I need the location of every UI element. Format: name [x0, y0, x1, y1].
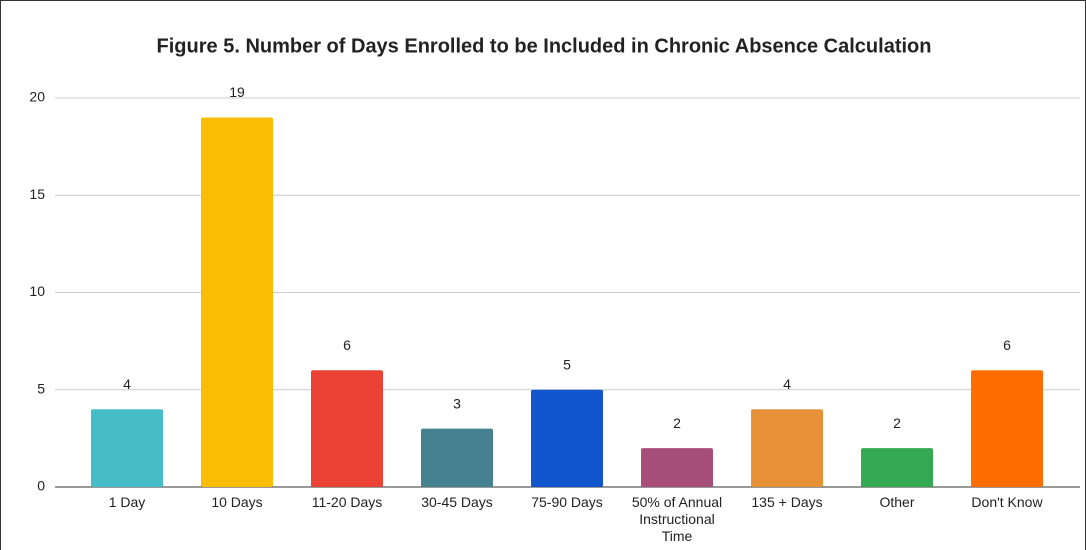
data-label: 19: [229, 84, 245, 100]
bar: [201, 117, 273, 487]
bar: [311, 370, 383, 487]
x-tick-label: 10 Days: [211, 494, 263, 510]
y-tick-label: 5: [37, 380, 45, 396]
x-tick-label: 75-90 Days: [531, 494, 603, 510]
bar: [971, 370, 1043, 487]
y-tick-label: 10: [29, 283, 45, 299]
data-label: 3: [453, 395, 461, 411]
bar: [531, 389, 603, 487]
chart-title: Figure 5. Number of Days Enrolled to be …: [157, 35, 932, 57]
x-tick-label: 50% of Annual Instructional Time: [631, 494, 723, 544]
x-tick-label: 30-45 Days: [421, 494, 493, 510]
x-tick-label: Other: [879, 494, 915, 510]
data-label: 4: [123, 376, 131, 392]
y-tick-label: 20: [29, 89, 45, 105]
y-tick-label: 0: [37, 478, 45, 494]
data-label: 4: [783, 376, 791, 392]
x-tick-label: 11-20 Days: [311, 494, 383, 510]
x-tick-label: 1 Day: [108, 494, 146, 510]
bar: [91, 409, 163, 487]
data-label: 6: [1003, 337, 1011, 353]
data-label: 6: [343, 337, 351, 353]
data-label: 5: [563, 356, 571, 372]
bar: [751, 409, 823, 487]
bar: [861, 448, 933, 487]
bar: [421, 428, 493, 487]
y-tick-label: 15: [29, 186, 45, 202]
bar: [641, 448, 713, 487]
x-tick-label: Don't Know: [971, 494, 1043, 510]
data-label: 2: [893, 415, 901, 431]
data-label: 2: [673, 415, 681, 431]
x-tick-label: 135 + Days: [751, 494, 823, 510]
